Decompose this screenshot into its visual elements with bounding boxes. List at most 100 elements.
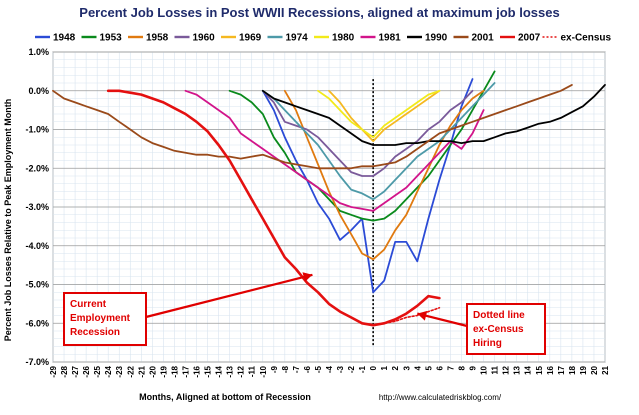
legend-label-1969: 1969 xyxy=(239,33,262,44)
x-tick-label: 1 xyxy=(380,365,389,370)
x-tick-label: -19 xyxy=(159,365,168,377)
x-tick-label: -6 xyxy=(303,365,312,373)
x-tick-label: 6 xyxy=(435,365,444,370)
series-line-2001 xyxy=(52,84,573,170)
x-tick-label: 4 xyxy=(413,365,422,370)
x-tick-label: -17 xyxy=(181,365,190,377)
x-tick-label: -4 xyxy=(325,365,334,373)
x-tick-label: -21 xyxy=(137,365,146,377)
legend-label-1948: 1948 xyxy=(53,33,76,44)
callout-arrowhead xyxy=(417,310,428,321)
annotations: Current Employment Recession Dotted line ex-… xyxy=(63,272,546,355)
x-tick-label: 14 xyxy=(524,365,533,374)
x-tick-label: 5 xyxy=(424,365,433,370)
x-tick-label: -27 xyxy=(71,365,80,377)
legend-label-1981: 1981 xyxy=(379,33,402,44)
x-tick-label: 0 xyxy=(369,365,378,370)
callout-box xyxy=(466,303,546,355)
x-tick-label: 2 xyxy=(391,365,400,370)
x-axis-ticks: -29 -28 -27 -26 -25 -24 -23 -22 -21 -20 -19 -18 -17-… xyxy=(49,365,610,377)
series-line-1981 xyxy=(184,89,485,212)
y-tick-label: 0.0% xyxy=(28,86,49,96)
series-line-1953 xyxy=(228,70,496,222)
x-tick-label: -23 xyxy=(115,365,124,377)
series-line-1958 xyxy=(283,89,485,261)
x-tick-label: -29 xyxy=(49,365,58,377)
y-tick-label: -7.0% xyxy=(25,357,49,367)
legend-label-1974: 1974 xyxy=(286,33,309,44)
x-tick-label: 19 xyxy=(579,365,588,374)
y-tick-label: -5.0% xyxy=(25,280,49,290)
x-tick-label: -22 xyxy=(126,365,135,377)
x-tick-label: -2 xyxy=(347,365,356,373)
x-tick-label: -20 xyxy=(148,365,157,377)
x-tick-label: -15 xyxy=(204,365,213,377)
x-tick-label: -18 xyxy=(170,365,179,377)
legend-label-2007: 2007 xyxy=(518,33,541,44)
callout-text: Dotted line xyxy=(473,310,525,321)
source-url: http://www.calculatedriskblog.com/ xyxy=(379,393,502,402)
y-tick-label: -1.0% xyxy=(25,125,49,135)
callout-text: ex-Census xyxy=(473,324,524,335)
x-tick-label: 13 xyxy=(513,365,522,374)
x-tick-label: -25 xyxy=(93,365,102,377)
x-tick-label: 8 xyxy=(457,365,466,370)
x-tick-label: 21 xyxy=(601,365,610,374)
legend: 1948 1953 1958 1960 1969 1974 1980 1981 1990 2001… xyxy=(35,33,612,44)
series-line-1980 xyxy=(317,89,441,139)
chart-title: Percent Job Losses in Post WWII Recessio… xyxy=(79,5,559,20)
series-layer xyxy=(52,70,606,327)
legend-label-1990: 1990 xyxy=(425,33,448,44)
x-tick-label: -9 xyxy=(270,365,279,373)
x-tick-label: 3 xyxy=(402,365,411,370)
x-tick-label: 18 xyxy=(568,365,577,374)
y-tick-label: -6.0% xyxy=(25,318,49,328)
x-tick-label: 15 xyxy=(535,365,544,374)
y-tick-label: 1.0% xyxy=(28,47,49,57)
x-tick-label: 12 xyxy=(502,365,511,374)
legend-label-2001: 2001 xyxy=(472,33,495,44)
y-tick-label: -4.0% xyxy=(25,241,49,251)
x-tick-label: 20 xyxy=(590,365,599,374)
x-tick-label: -12 xyxy=(237,365,246,377)
x-axis-label: Months, Aligned at bottom of Recession xyxy=(139,392,311,402)
x-tick-label: -11 xyxy=(248,365,257,377)
callout-arrow xyxy=(145,273,313,319)
callout-box xyxy=(63,292,147,346)
series-line-2007 xyxy=(106,89,441,327)
series-line-1969 xyxy=(328,89,441,143)
callout-text: Current xyxy=(70,299,107,310)
x-tick-label: -26 xyxy=(82,365,91,377)
legend-label-ex-census: ex-Census xyxy=(561,33,612,44)
x-tick-label: -24 xyxy=(104,365,113,377)
x-tick-label: -8 xyxy=(281,365,290,373)
x-tick-label: 10 xyxy=(480,365,489,374)
callout-text: Employment xyxy=(70,313,131,324)
x-tick-label: -28 xyxy=(60,365,69,377)
callout-text: Recession xyxy=(70,327,120,338)
series-line-1960 xyxy=(261,89,474,177)
legend-label-1958: 1958 xyxy=(146,33,169,44)
series-line-ex-census xyxy=(372,306,441,327)
x-tick-label: 16 xyxy=(546,365,555,374)
x-tick-label: -13 xyxy=(226,365,235,377)
x-tick-label: -3 xyxy=(336,365,345,373)
legend-label-1960: 1960 xyxy=(193,33,216,44)
y-tick-label: -3.0% xyxy=(25,202,49,212)
y-tick-label: -2.0% xyxy=(25,163,49,173)
y-axis-label: Percent Job Losses Relative to Peak Empl… xyxy=(3,99,13,342)
callout-arrowhead xyxy=(302,272,313,282)
x-tick-label: -10 xyxy=(259,365,268,377)
x-tick-label: 7 xyxy=(446,365,455,370)
callout-text: Hiring xyxy=(473,338,502,349)
x-tick-label: 9 xyxy=(469,365,478,370)
x-tick-label: -16 xyxy=(193,365,202,377)
x-tick-label: 17 xyxy=(557,365,566,374)
x-tick-label: -5 xyxy=(314,365,323,373)
x-tick-label: -14 xyxy=(215,365,224,377)
series-line-1990 xyxy=(261,84,606,146)
x-tick-label: -1 xyxy=(358,365,367,373)
x-tick-label: -7 xyxy=(292,365,301,373)
